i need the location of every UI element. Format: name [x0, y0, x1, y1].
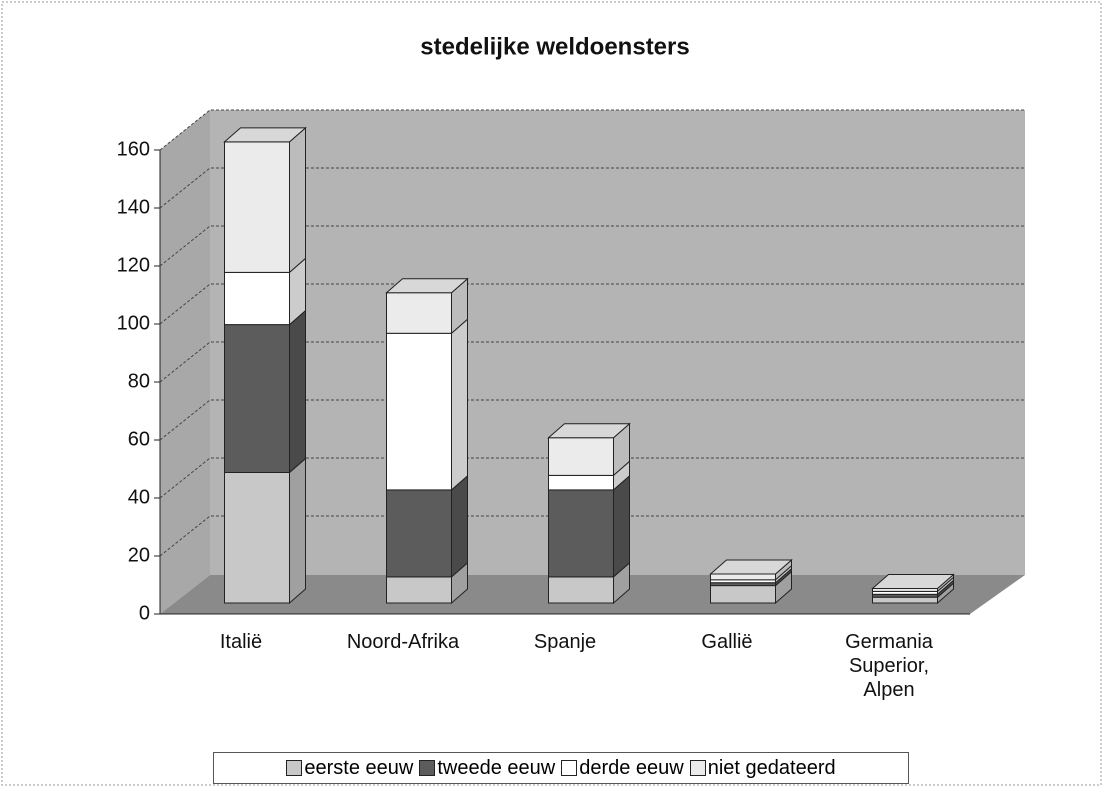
x-tick-label: Spanje — [533, 631, 597, 653]
legend-swatch — [419, 760, 436, 776]
y-tick-label: 60 — [128, 428, 150, 450]
bar-top — [385, 278, 469, 294]
y-tick-label: 120 — [117, 254, 150, 276]
bar-front — [386, 489, 452, 578]
x-tick-label: Germania Superior, Alpen — [845, 631, 933, 701]
legend: eerste eeuw tweede eeuw derde eeuw niet ged… — [213, 752, 909, 784]
bar-side — [289, 309, 306, 474]
y-tick-label: 40 — [128, 486, 150, 508]
bar-front — [872, 596, 938, 604]
bar-front — [710, 573, 776, 581]
bar-segment — [386, 318, 468, 492]
legend-swatch — [561, 760, 578, 776]
bar-front — [224, 141, 290, 273]
y-tick-label: 160 — [117, 138, 150, 160]
bar-front — [224, 324, 290, 473]
bar-side — [289, 457, 306, 605]
bar-segment — [224, 457, 306, 605]
grid-line — [159, 399, 1025, 441]
legend-item: eerste eeuw — [286, 757, 413, 780]
x-tick-label: Noord-Afrika — [346, 631, 460, 653]
y-tick-label: 20 — [128, 544, 150, 566]
grid-line — [159, 341, 1025, 383]
bar-front — [548, 437, 614, 476]
legend-item: niet gedateerd — [689, 756, 836, 780]
grid-line — [159, 109, 1025, 151]
chart-title: stedelijke weldoensters — [420, 33, 689, 60]
bar-front — [548, 489, 614, 578]
bar-front — [548, 576, 614, 604]
bar-front — [386, 332, 452, 491]
bar-segment — [224, 257, 306, 326]
bar-side — [451, 318, 468, 492]
bar-top — [871, 574, 955, 589]
bar-segment — [386, 474, 468, 579]
bar-segment — [386, 277, 468, 335]
bar-segment — [224, 309, 306, 474]
bar-segment — [710, 570, 792, 605]
grid-line — [159, 283, 1025, 325]
grid-line — [159, 515, 1025, 557]
bar-side — [289, 126, 306, 274]
bar-segment — [224, 126, 306, 274]
bar-segment — [548, 422, 630, 477]
bar-top — [709, 559, 793, 575]
bar-top — [547, 423, 631, 439]
grid-line — [159, 225, 1025, 267]
bar-top — [223, 127, 307, 143]
y-tick-label: 0 — [139, 602, 150, 624]
legend-label: niet gedateerd — [707, 756, 836, 779]
legend-item: tweede eeuw — [419, 757, 555, 780]
x-tick-label: Gallië — [701, 631, 753, 653]
bar-front — [548, 474, 614, 491]
bar-front — [224, 472, 290, 604]
legend-label: derde eeuw — [579, 756, 684, 779]
bar-segment — [386, 561, 468, 605]
legend-label: eerste eeuw — [304, 756, 414, 779]
legend-label: tweede eeuw — [437, 756, 556, 779]
legend-item: derde eeuw — [561, 757, 684, 780]
bar-front — [710, 585, 776, 604]
bar-front — [224, 271, 290, 326]
grid-line — [159, 167, 1025, 209]
grid-line — [159, 457, 1025, 499]
y-tick-label: 100 — [117, 312, 150, 334]
bar-front — [386, 292, 452, 334]
y-tick-label: 80 — [128, 370, 150, 392]
bar-front — [386, 576, 452, 604]
bar-segment — [548, 474, 630, 579]
bar-side — [613, 474, 630, 579]
legend-swatch — [286, 760, 303, 776]
legend-swatch — [689, 760, 706, 776]
y-tick-label: 140 — [117, 196, 150, 218]
bar-side — [451, 474, 468, 579]
x-tick-label: Italië — [219, 631, 263, 653]
